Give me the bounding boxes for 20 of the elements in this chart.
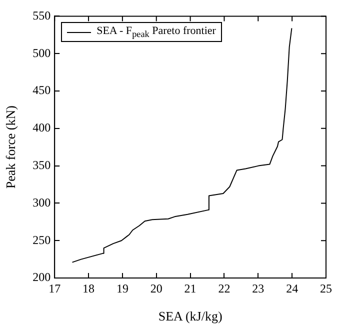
x-tick-label: 18 — [82, 281, 95, 296]
x-axis-title: SEA (kJ/kg) — [158, 308, 222, 324]
x-tick-label: 21 — [184, 281, 196, 296]
x-tick-label: 24 — [286, 281, 298, 296]
x-tick-label: 20 — [150, 281, 162, 296]
y-tick-label: 200 — [32, 270, 51, 284]
x-tick-label: 25 — [320, 281, 332, 296]
x-tick-label: 22 — [218, 281, 230, 296]
y-tick-label: 250 — [32, 232, 51, 247]
legend-label: SEA - F$_{peak}$ Pareto frontier — [96, 25, 216, 40]
y-tick-label: 450 — [32, 83, 51, 98]
y-tick-label: 300 — [32, 195, 51, 210]
y-tick-label: 500 — [32, 46, 51, 60]
x-tick-label: 19 — [116, 281, 128, 296]
y-tick-label: 350 — [32, 158, 51, 172]
y-tick-label: 400 — [32, 120, 51, 135]
x-tick-label: 23 — [252, 281, 264, 296]
y-tick-label: 550 — [32, 8, 51, 22]
x-tick-label: 17 — [48, 281, 61, 296]
y-axis-title: Peak force (kN) — [3, 106, 18, 189]
